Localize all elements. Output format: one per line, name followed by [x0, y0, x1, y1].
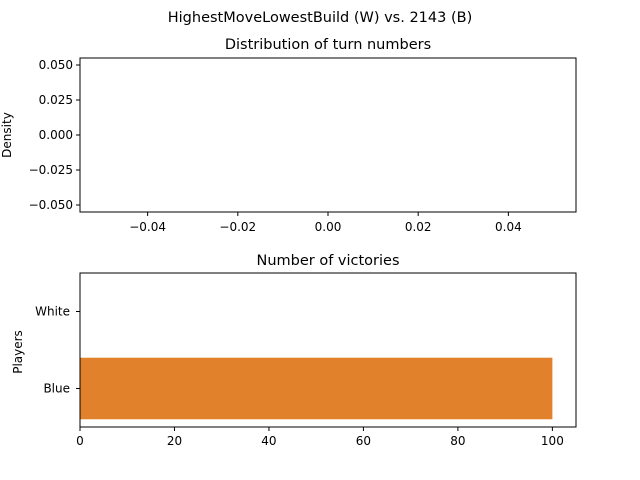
victories-y-tick-label: Blue: [43, 382, 70, 396]
victories-chart-title: Number of victories: [256, 253, 399, 269]
density-plot-area: [79, 57, 577, 213]
victories-y-axis: White Blue: [35, 305, 80, 396]
density-x-tick-label: 0.04: [495, 220, 522, 234]
victories-y-tick-label: White: [35, 305, 70, 319]
victories-x-tick-label: 80: [450, 434, 465, 448]
density-y-tick-label: 0.050: [39, 58, 73, 72]
victories-plot-area: [79, 272, 577, 428]
bar-blue: [80, 357, 553, 420]
figure-title: HighestMoveLowestBuild (W) vs. 2143 (B): [168, 10, 472, 26]
density-y-tick-label: −0.050: [29, 198, 73, 212]
density-x-tick-label: 0.02: [405, 220, 432, 234]
density-y-tick-label: 0.025: [39, 93, 73, 107]
density-y-axis: 0.050 0.025 0.000 −0.025 −0.050: [29, 58, 80, 212]
victories-x-tick-label: 40: [261, 434, 276, 448]
victories-chart: Number of victories White Blue 0 20 40 60 80 1…: [11, 253, 577, 448]
density-chart-title: Distribution of turn numbers: [225, 37, 431, 53]
density-y-axis-label: Density: [0, 112, 14, 158]
victories-x-tick-label: 20: [167, 434, 182, 448]
victories-y-axis-label: Players: [11, 330, 25, 374]
density-chart: Distribution of turn numbers 0.0500.0250…: [0, 37, 577, 234]
density-x-tick-label: −0.02: [219, 220, 256, 234]
victories-x-tick-label: 100: [541, 434, 564, 448]
density-x-tick-label: 0.00: [315, 220, 342, 234]
victories-x-tick-label: 0: [76, 434, 84, 448]
victories-bars: [80, 357, 553, 420]
victories-x-tick-label: 60: [356, 434, 371, 448]
density-x-axis: −0.04 −0.02 0.00 0.02 0.04: [129, 212, 522, 234]
density-x-tick-label: −0.04: [129, 220, 166, 234]
victories-x-axis: 0 20 40 60 80 100: [76, 427, 564, 448]
density-y-tick-label: −0.025: [29, 163, 73, 177]
density-y-tick-label: 0.000: [39, 128, 73, 142]
